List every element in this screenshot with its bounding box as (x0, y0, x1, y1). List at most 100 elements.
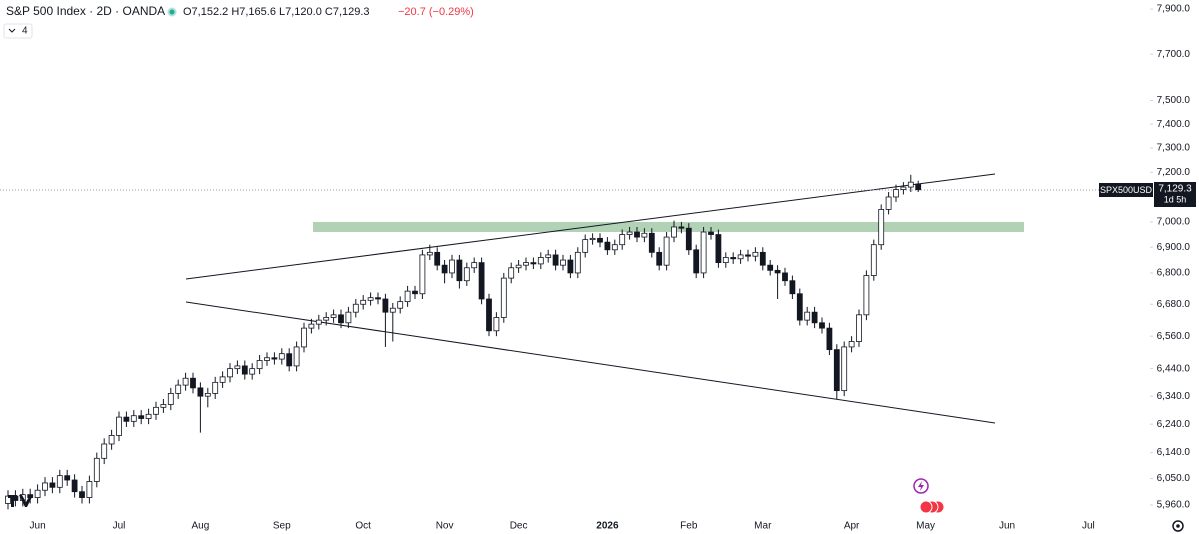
symbol-label: SPX500USD (1100, 185, 1153, 195)
candle-body (382, 298, 389, 313)
y-tick-label: 6,050.0 (1157, 473, 1191, 484)
candle-body (893, 189, 899, 198)
support-zone (313, 222, 1024, 232)
candle-body (656, 251, 663, 266)
candle-body (352, 303, 359, 313)
candle-body (715, 234, 722, 264)
candle-body (190, 377, 196, 389)
candle-body (537, 257, 544, 265)
candle-body (648, 232, 655, 253)
symbol-label-bg (1099, 183, 1153, 197)
candle-body (641, 232, 648, 238)
candle-body (227, 368, 233, 378)
candle-body (419, 254, 426, 295)
y-tick-label: 6,240.0 (1157, 419, 1191, 430)
candle-body (804, 311, 811, 321)
x-tick-label: Jul (1082, 521, 1095, 532)
candle-body (833, 349, 840, 392)
candle-body (582, 239, 589, 253)
candle-body (330, 314, 337, 318)
candle-body (56, 475, 63, 488)
candle-body (412, 290, 418, 295)
candle-body (389, 307, 396, 313)
candle-body (685, 227, 692, 251)
economic-event[interactable] (919, 500, 933, 514)
candle-body (515, 264, 522, 269)
candle-body (71, 479, 78, 493)
candle-body (759, 251, 766, 266)
candle-body (611, 244, 618, 251)
upper-trendline (185, 173, 996, 280)
candle-body (278, 353, 285, 360)
countdown-label: 1d 5h (1164, 194, 1187, 204)
candle-body (197, 387, 204, 397)
candle-body (86, 481, 93, 498)
candle-body (493, 317, 500, 332)
candle-body (478, 262, 485, 300)
candle-body (574, 251, 581, 274)
market-status (169, 9, 175, 15)
candle-body (323, 317, 330, 321)
indicator-count: 4 (22, 26, 28, 37)
change-value: −20.7 (−0.29%) (398, 6, 474, 18)
candle-body (264, 357, 270, 361)
y-tick-label: 6,900.0 (1157, 242, 1191, 253)
candle-body (782, 272, 788, 282)
price-label-bg (1154, 182, 1196, 207)
candle-body (204, 393, 211, 397)
y-tick-label: 7,300.0 (1157, 143, 1191, 154)
candle-body (907, 181, 914, 188)
candle-body (375, 297, 381, 300)
x-tick-label: May (916, 521, 935, 532)
y-tick-label: 7,700.0 (1157, 49, 1191, 60)
y-tick-label: 6,340.0 (1157, 391, 1191, 402)
candle-body (604, 241, 611, 251)
y-tick-label: 6,440.0 (1157, 363, 1191, 374)
candle-body (796, 293, 803, 321)
candle-body (885, 196, 892, 210)
candle-body (567, 259, 574, 274)
candle-body (456, 259, 463, 282)
y-tick-label: 6,680.0 (1157, 299, 1191, 310)
candle-body (870, 244, 877, 276)
candle-body (597, 237, 603, 243)
candle-body (619, 234, 626, 246)
candles (5, 174, 922, 510)
candle-body (737, 254, 744, 260)
indicators-toggle[interactable] (3, 23, 33, 39)
symbol-title[interactable]: S&P 500 Index · 2D · OANDA (6, 4, 165, 18)
candle-body (841, 346, 848, 392)
candle-body (634, 231, 640, 238)
candle-body (915, 183, 922, 191)
candle-body (523, 262, 529, 266)
candle-body (49, 482, 56, 488)
candle-body (360, 299, 367, 305)
x-tick-label: Mar (754, 521, 772, 532)
x-tick-label: Jun (999, 521, 1015, 532)
candle-body (663, 236, 670, 266)
x-tick-label: Sep (273, 521, 291, 532)
candle-body (560, 259, 566, 266)
candle-body (315, 319, 322, 325)
candle-body (708, 231, 714, 235)
x-tick-label: Aug (192, 521, 210, 532)
candle-body (434, 251, 441, 266)
candle-body (345, 311, 352, 324)
candle-body (767, 264, 774, 271)
tv-logo[interactable] (8, 495, 33, 507)
candle-body (367, 297, 374, 301)
candle-body (500, 277, 507, 318)
candle-body (811, 311, 818, 324)
candle-body (182, 377, 189, 386)
candle-body (826, 327, 833, 351)
candle-body (730, 257, 737, 260)
candle-body (671, 226, 677, 238)
candle-body (271, 357, 278, 360)
candle-body (404, 290, 411, 303)
chevron (8, 28, 16, 33)
candle-body (256, 360, 263, 370)
candle-body (286, 353, 293, 367)
settings-icon[interactable] (1172, 520, 1184, 532)
candle-body (79, 491, 85, 498)
